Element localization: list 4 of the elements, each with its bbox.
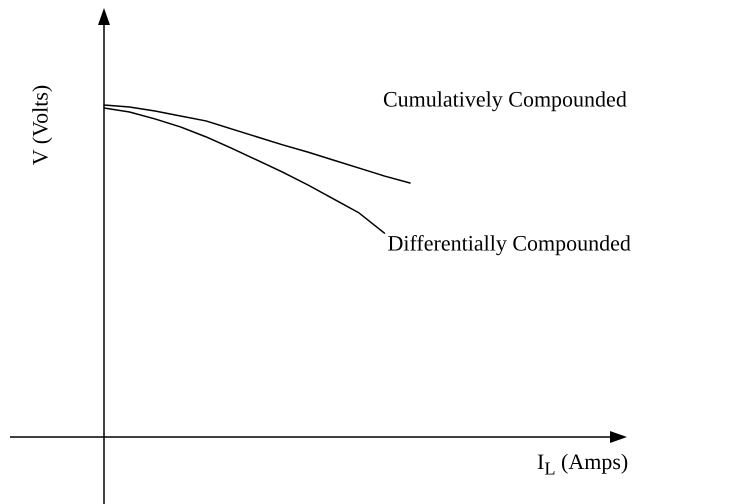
series-label: Differentially Compounded (388, 230, 631, 256)
text: I$_{L}$ (Amps) (537, 449, 628, 480)
y-axis-title: V (Volts) (28, 84, 52, 166)
text: Cumulatively Compounded (383, 86, 627, 112)
